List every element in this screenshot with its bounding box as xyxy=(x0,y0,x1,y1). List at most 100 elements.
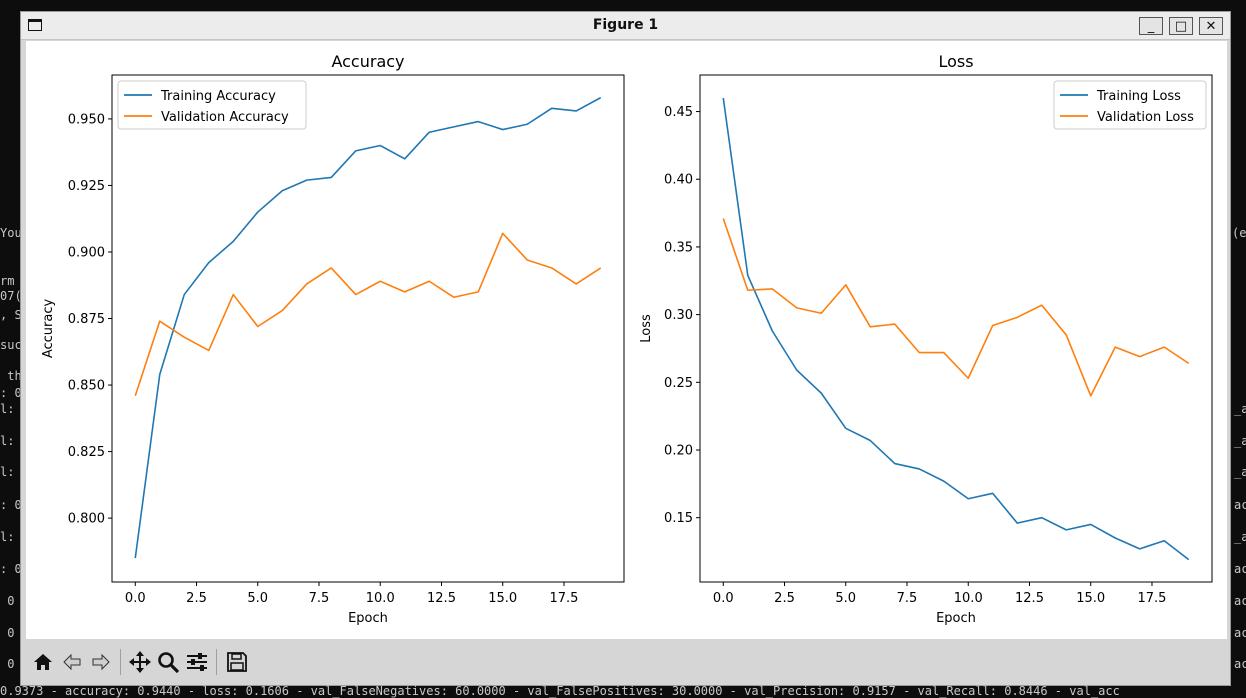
forward-button[interactable] xyxy=(88,649,114,675)
chart-title: Accuracy xyxy=(331,52,404,71)
terminal-fragment: (e` xyxy=(1232,226,1246,240)
figure-window: Figure 1 _ □ ✕ Accuracy 0.0 2.5 5.0 7.5 10.0 1… xyxy=(20,11,1231,686)
forward-icon xyxy=(92,653,110,671)
y-tick-label: 0.900 xyxy=(68,245,105,260)
x-tick-label: 12.5 xyxy=(427,591,456,606)
x-tick-label: 7.5 xyxy=(897,591,918,606)
figure-canvas[interactable]: Accuracy 0.0 2.5 5.0 7.5 10.0 12.5 15.0 17.5 0.80… xyxy=(26,41,1227,639)
zoom-icon xyxy=(158,652,180,674)
y-axis-label: Loss xyxy=(639,314,654,343)
pan-icon xyxy=(129,651,151,673)
terminal-fragment: ac xyxy=(1234,562,1246,576)
x-tick-label: 5.0 xyxy=(247,591,268,606)
series-line-training xyxy=(134,96,602,559)
y-tick-label: 0.825 xyxy=(68,445,105,460)
terminal-fragment: 0 xyxy=(0,626,15,640)
terminal-fragment: ac xyxy=(1234,594,1246,608)
legend-box xyxy=(1053,80,1207,130)
chart-title: Loss xyxy=(938,52,973,71)
x-axis-label: Epoch xyxy=(936,611,976,626)
terminal-fragment: ac xyxy=(1234,626,1246,640)
x-tick-label: 7.5 xyxy=(309,591,330,606)
legend-entry: Training Accuracy xyxy=(160,89,276,104)
terminal-fragment: 0 xyxy=(0,594,15,608)
maximize-button[interactable]: □ xyxy=(1169,17,1193,35)
legend-entry: Training Loss xyxy=(1096,89,1181,104)
terminal-fragment: l: xyxy=(0,465,15,479)
y-tick-label: 0.45 xyxy=(664,105,693,120)
terminal-fragment: _a xyxy=(1234,530,1246,544)
back-icon xyxy=(63,653,81,671)
y-axis-label: Accuracy xyxy=(41,299,56,359)
terminal-fragment: : 0 xyxy=(0,562,22,576)
save-icon xyxy=(227,652,247,672)
toolbar-separator xyxy=(216,649,217,675)
terminal-fragment: : 0 xyxy=(0,386,22,400)
series-line-training xyxy=(722,97,1190,561)
minimize-button[interactable]: _ xyxy=(1139,17,1163,35)
x-tick-label: 15.0 xyxy=(488,591,517,606)
plot-frame xyxy=(699,74,1213,583)
minimize-icon: _ xyxy=(1147,18,1155,34)
x-tick-label: 10.0 xyxy=(366,591,395,606)
window-title: Figure 1 xyxy=(592,17,659,33)
terminal-fragment: _a xyxy=(1234,434,1246,448)
terminal-bottom-line: 0.9373 - accuracy: 0.9440 - loss: 0.1606… xyxy=(0,684,1120,698)
navigation-toolbar xyxy=(26,643,1227,683)
y-tick-label: 0.15 xyxy=(664,511,693,526)
x-tick-label: 12.5 xyxy=(1015,591,1044,606)
y-tick-label: 0.800 xyxy=(68,512,105,527)
terminal-fragment: ac xyxy=(1234,657,1246,671)
x-tick-label: 0.0 xyxy=(125,591,146,606)
terminal-fragment: rm xyxy=(0,274,15,288)
x-tick-label: 5.0 xyxy=(835,591,856,606)
x-tick-label: 2.5 xyxy=(774,591,795,606)
terminal-fragment: 07( xyxy=(0,289,22,303)
terminal-fragment: 0 xyxy=(0,657,15,671)
pan-button[interactable] xyxy=(127,649,153,675)
x-tick-label: 15.0 xyxy=(1076,591,1105,606)
x-tick-label: 0.0 xyxy=(713,591,734,606)
y-tick-label: 0.40 xyxy=(664,173,693,188)
configure-subplots-button[interactable] xyxy=(184,649,210,675)
terminal-fragment: l: xyxy=(0,530,15,544)
y-tick-label: 0.925 xyxy=(68,179,105,194)
terminal-fragment: ac xyxy=(1234,498,1246,512)
terminal-fragment: : 0 xyxy=(0,498,22,512)
terminal-fragment: l: xyxy=(0,402,15,416)
x-tick-label: 10.0 xyxy=(954,591,983,606)
zoom-button[interactable] xyxy=(155,649,181,675)
series-line-validation xyxy=(134,232,602,396)
window-icon xyxy=(28,19,42,31)
legend-entry: Validation Loss xyxy=(1097,110,1194,125)
y-tick-label: 0.875 xyxy=(68,312,105,327)
y-tick-label: 0.20 xyxy=(664,444,693,459)
y-tick-label: 0.950 xyxy=(68,112,105,127)
y-tick-label: 0.35 xyxy=(664,240,693,255)
y-tick-label: 0.25 xyxy=(664,376,693,391)
close-button[interactable]: ✕ xyxy=(1199,17,1223,35)
configure-subplots-icon xyxy=(187,653,207,671)
save-button[interactable] xyxy=(224,649,250,675)
terminal-fragment: th xyxy=(0,369,22,383)
x-tick-label: 17.5 xyxy=(550,591,579,606)
close-icon: ✕ xyxy=(1205,18,1217,34)
back-button[interactable] xyxy=(59,649,85,675)
x-axis-label: Epoch xyxy=(348,611,388,626)
home-icon xyxy=(34,654,52,670)
home-button[interactable] xyxy=(30,649,56,675)
terminal-fragment: _a xyxy=(1234,465,1246,479)
terminal-fragment: l: xyxy=(0,434,15,448)
series-line-validation xyxy=(722,218,1190,397)
x-tick-label: 17.5 xyxy=(1138,591,1167,606)
plot-frame xyxy=(111,74,625,583)
y-tick-label: 0.30 xyxy=(664,308,693,323)
toolbar-separator xyxy=(120,649,121,675)
terminal-fragment: _a xyxy=(1234,402,1246,416)
terminal-fragment: suc xyxy=(0,338,22,352)
legend-box xyxy=(117,80,307,130)
legend-entry: Validation Accuracy xyxy=(161,110,289,125)
title-bar[interactable]: Figure 1 _ □ ✕ xyxy=(21,12,1230,40)
terminal-fragment: , S xyxy=(0,308,22,322)
maximize-icon: □ xyxy=(1174,18,1188,34)
